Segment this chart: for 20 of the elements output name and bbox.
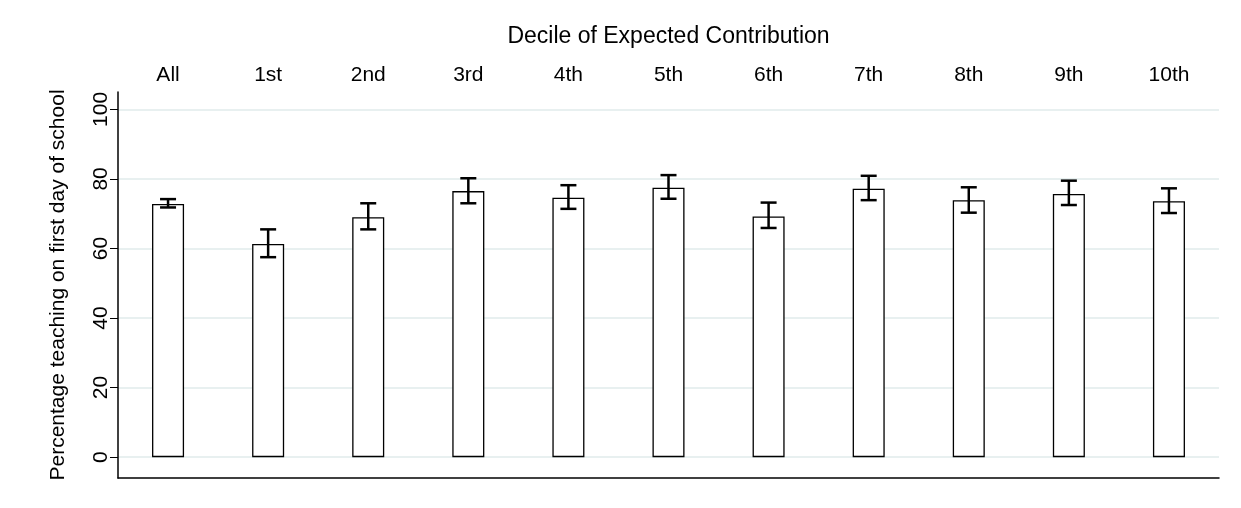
bar bbox=[152, 203, 185, 458]
x-tick-label: 2nd bbox=[350, 62, 386, 85]
y-tick-label: 20 bbox=[88, 375, 111, 400]
x-axis-title: Decile of Expected Contribution bbox=[507, 21, 830, 48]
x-tick-label: 6th bbox=[753, 62, 784, 85]
x-tick-label: 4th bbox=[553, 62, 584, 85]
y-tick-label: 100 bbox=[88, 91, 111, 127]
x-tick-label: 7th bbox=[854, 62, 884, 85]
x-tick-label: 9th bbox=[1054, 62, 1084, 85]
x-tick-label: 5th bbox=[653, 62, 684, 85]
y-tick-label: 40 bbox=[88, 306, 111, 330]
y-tick-label: 0 bbox=[88, 451, 111, 463]
y-tick-label: 80 bbox=[88, 167, 111, 191]
y-tick-label: 60 bbox=[88, 236, 111, 261]
x-tick-label: 8th bbox=[954, 62, 984, 85]
y-axis-title: Percentage teaching on first day of school bbox=[44, 89, 68, 481]
x-tick-label: 10th bbox=[1148, 62, 1190, 85]
x-tick-label: All bbox=[156, 62, 180, 85]
x-tick-label: 1st bbox=[254, 62, 283, 85]
x-tick-label: 3rd bbox=[453, 62, 484, 85]
